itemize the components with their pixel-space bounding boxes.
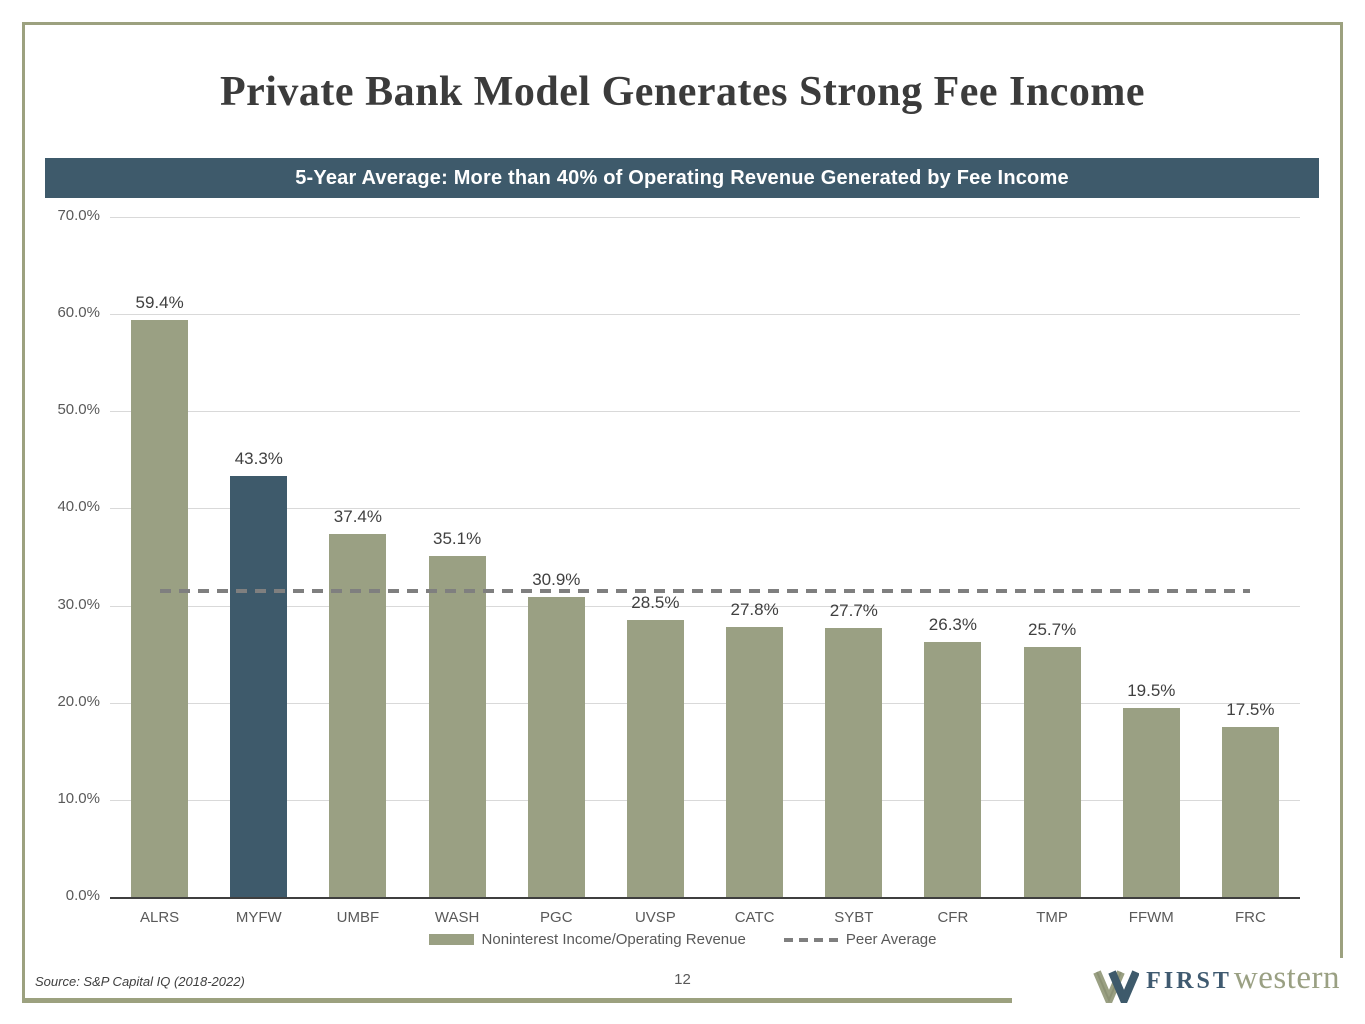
category-label: FFWM [1128,909,1174,926]
bar-UVSP [626,620,684,897]
category-label: UMBF [336,909,380,926]
gridline [110,508,1300,510]
y-tick-label: 30.0% [57,595,100,613]
y-tick-label: 40.0% [57,498,100,516]
bar-value-label: 19.5% [1127,680,1176,700]
category-label: SYBT [834,909,874,926]
category-label: ALRS [140,909,180,926]
logo-text-first: FIRST [1146,968,1232,994]
slide-border-right [1340,22,1343,958]
bar-series-label: Noninterest Income/Operating Revenue [481,931,746,948]
bar-SYBT [825,627,883,897]
bar-CFR [924,641,982,897]
bar-value-label: 25.7% [1027,620,1077,640]
y-tick-label: 50.0% [57,401,100,419]
page-title: Private Bank Model Generates Strong Fee … [219,69,1146,115]
peer-average-label: Peer Average [845,931,937,948]
category-label: CFR [937,909,969,926]
category-label: PGC [540,909,573,926]
y-tick-label: 70.0% [57,207,100,224]
bar-value-label: 30.9% [532,569,581,589]
bar-value-label: 35.1% [432,529,482,548]
category-label: TMP [1036,909,1068,926]
gridline [110,702,1300,704]
bar-value-label: 37.4% [333,506,382,526]
peer-average-line [159,589,1251,593]
page-number: 12 [674,971,691,988]
peer-average-dash-swatch [783,937,838,942]
bar-TMP [1023,647,1081,897]
firstwestern-logo: FIRST western [1020,960,1340,1006]
slide-border-bottom [22,998,1012,1003]
y-tick-label: 60.0% [57,304,100,322]
bar-series-swatch [428,934,474,945]
bar-FFWM [1122,707,1180,897]
slide-border-left [22,22,25,1003]
bar-value-label: 26.3% [928,614,977,634]
bar-FRC [1221,727,1279,897]
bar-value-label: 17.5% [1226,700,1275,719]
gridline [110,799,1300,801]
gridline [110,314,1300,316]
y-tick-label: 10.0% [57,789,100,807]
bar-UMBF [329,533,387,897]
y-tick-label: 0.0% [65,887,100,904]
y-tick-label: 20.0% [57,692,100,710]
bar-value-label: 43.3% [234,449,283,469]
chart-legend: Noninterest Income/Operating Revenue Pee… [0,931,1365,948]
gridline [110,411,1300,413]
bar-value-label: 27.8% [730,599,779,619]
gridline [110,217,1300,218]
category-label: CATC [734,909,775,926]
category-label: FRC [1234,909,1266,926]
firstwestern-w-icon [1093,970,1140,1003]
category-label: MYFW [235,909,282,926]
category-label: WASH [434,909,480,926]
subtitle-banner: 5-Year Average: More than 40% of Operati… [45,158,1319,198]
logo-text-western: western [1233,960,1340,996]
bar-WASH [428,556,486,897]
category-label: UVSP [634,909,676,926]
bar-MYFW [230,476,288,897]
bar-value-label: 28.5% [631,593,680,613]
gridline [110,897,1300,899]
gridline [110,605,1300,607]
bar-ALRS [131,320,189,897]
source-note: Source: S&P Capital IQ (2018-2022) [35,974,245,989]
bar-PGC [527,596,585,897]
bar-value-label: 59.4% [135,293,184,312]
bar-value-label: 27.7% [829,600,878,620]
bar-CATC [726,626,784,897]
slide-border-top [22,22,1343,25]
